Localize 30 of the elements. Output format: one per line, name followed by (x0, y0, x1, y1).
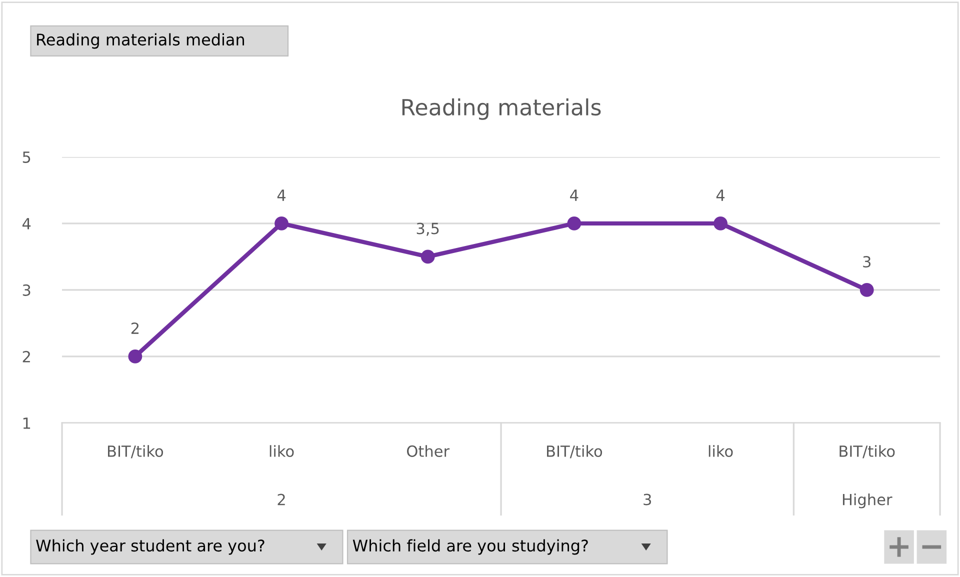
point (420, 250, 435, 264)
x-tick-label: liko (270, 445, 294, 457)
text: Reading materials median (37, 33, 244, 49)
y-tick-label: 1 (23, 418, 30, 429)
point (128, 349, 142, 364)
point (274, 216, 288, 230)
x-tick-label: BIT/tiko (547, 445, 602, 458)
point (567, 216, 582, 230)
text: 3 (644, 494, 651, 506)
data-label: 4 (716, 190, 725, 201)
point (714, 216, 728, 230)
y-tick-label: 4 (22, 218, 31, 230)
y-tick-label: 2 (22, 350, 30, 362)
data-label: 3 (863, 256, 870, 268)
chart-title: Reading materials (402, 98, 601, 120)
x-tick-label: Other (407, 445, 450, 457)
x-tick-label: BIT/tiko (840, 445, 895, 458)
point (860, 283, 874, 297)
y-tick-label: 5 (22, 152, 30, 163)
data-label: 3,5 (416, 222, 439, 236)
text: Which year student are you? (36, 539, 264, 555)
text: Higher (842, 493, 892, 508)
text: Which field are you studying? (352, 539, 588, 555)
x-tick-label: BIT/tiko (108, 445, 164, 458)
data-label: 4 (277, 190, 286, 201)
x-tick-label: liko (708, 445, 733, 457)
y-tick-label: 3 (22, 284, 30, 296)
data-label: 4 (570, 190, 578, 201)
text: 2 (278, 494, 285, 506)
data-label: 2 (131, 322, 139, 334)
